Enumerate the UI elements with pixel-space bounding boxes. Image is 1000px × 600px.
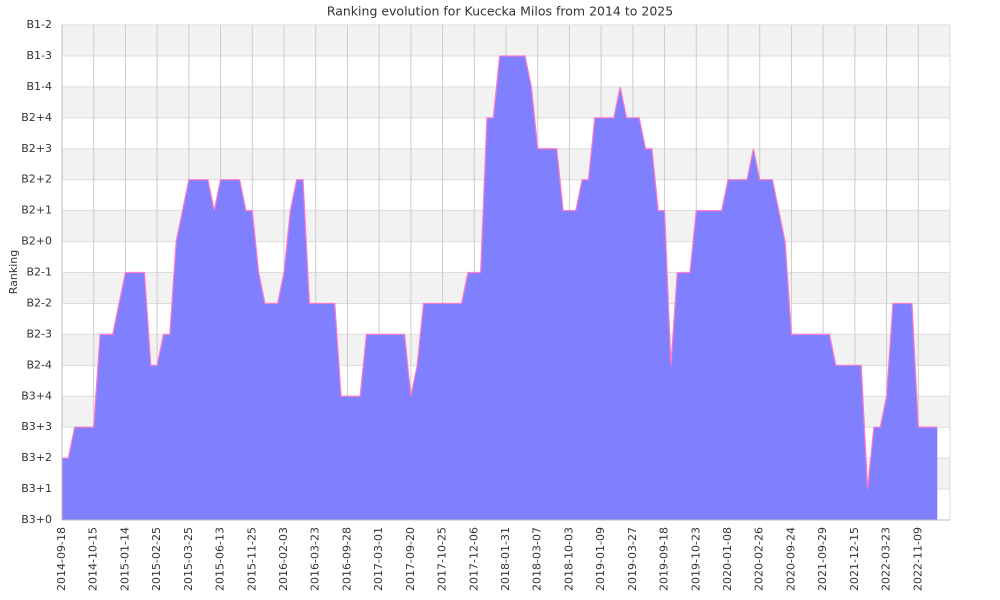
y-tick-label: B2+3 xyxy=(21,142,52,155)
x-tick-label: 2018-10-03 xyxy=(562,527,575,591)
x-tick-label: 2015-11-25 xyxy=(245,527,258,591)
x-tick-label: 2015-03-25 xyxy=(182,527,195,591)
x-tick-label: 2016-03-23 xyxy=(309,527,322,591)
x-tick-label: 2020-09-24 xyxy=(784,527,797,591)
x-tick-label: 2016-09-28 xyxy=(340,527,353,591)
y-tick-label: B2+2 xyxy=(21,173,52,186)
x-tick-label: 2022-03-23 xyxy=(880,527,893,591)
x-tick-label: 2019-03-27 xyxy=(626,527,639,591)
x-tick-label: 2017-12-06 xyxy=(467,527,480,591)
y-tick-label: B2-1 xyxy=(26,266,52,279)
x-tick-label: 2019-09-18 xyxy=(658,527,671,591)
x-tick-label: 2021-12-15 xyxy=(848,527,861,591)
x-tick-label: 2019-01-09 xyxy=(594,527,607,591)
x-tick-label: 2014-09-18 xyxy=(55,527,68,591)
x-tick-label: 2020-02-26 xyxy=(753,527,766,591)
y-tick-label: B1-4 xyxy=(26,80,52,93)
y-axis-label: Ranking xyxy=(7,250,20,295)
x-tick-label: 2017-09-20 xyxy=(404,527,417,591)
x-tick-label: 2015-02-25 xyxy=(150,527,163,591)
y-tick-label: B2+0 xyxy=(21,235,52,248)
y-tick-label: B3+4 xyxy=(21,389,52,402)
y-tick-label: B1-2 xyxy=(26,18,52,31)
x-tick-label: 2015-01-14 xyxy=(118,527,131,591)
x-tick-label: 2017-10-25 xyxy=(436,527,449,591)
area xyxy=(62,55,938,520)
y-tick-label: B3+3 xyxy=(21,420,52,433)
x-tick-label: 2014-10-15 xyxy=(87,527,100,591)
y-tick-label: B1-3 xyxy=(26,49,52,62)
y-tick-label: B3+1 xyxy=(21,482,52,495)
x-tick-label: 2018-03-07 xyxy=(531,527,544,591)
y-tick-label: B2-3 xyxy=(26,327,52,340)
y-tick-label: B2-4 xyxy=(26,358,52,371)
x-tick-label: 2019-10-23 xyxy=(689,527,702,591)
x-tick-label: 2021-09-29 xyxy=(816,527,829,591)
y-tick-label: B2-2 xyxy=(26,296,52,309)
chart-title: Ranking evolution for Kucecka Milos from… xyxy=(327,4,673,19)
x-tick-label: 2020-01-08 xyxy=(721,527,734,591)
x-tick-label: 2015-06-13 xyxy=(214,527,227,591)
y-tick-label: B2+1 xyxy=(21,204,52,217)
x-tick-label: 2016-02-03 xyxy=(277,527,290,591)
x-tick-label: 2018-01-31 xyxy=(499,527,512,591)
y-tick-label: B2+4 xyxy=(21,111,52,124)
x-tick-label: 2022-11-09 xyxy=(911,527,924,591)
area-line xyxy=(62,55,938,490)
x-tick-label: 2017-03-01 xyxy=(372,527,385,591)
y-tick-label: B3+0 xyxy=(21,513,52,526)
y-tick-label: B3+2 xyxy=(21,451,52,464)
